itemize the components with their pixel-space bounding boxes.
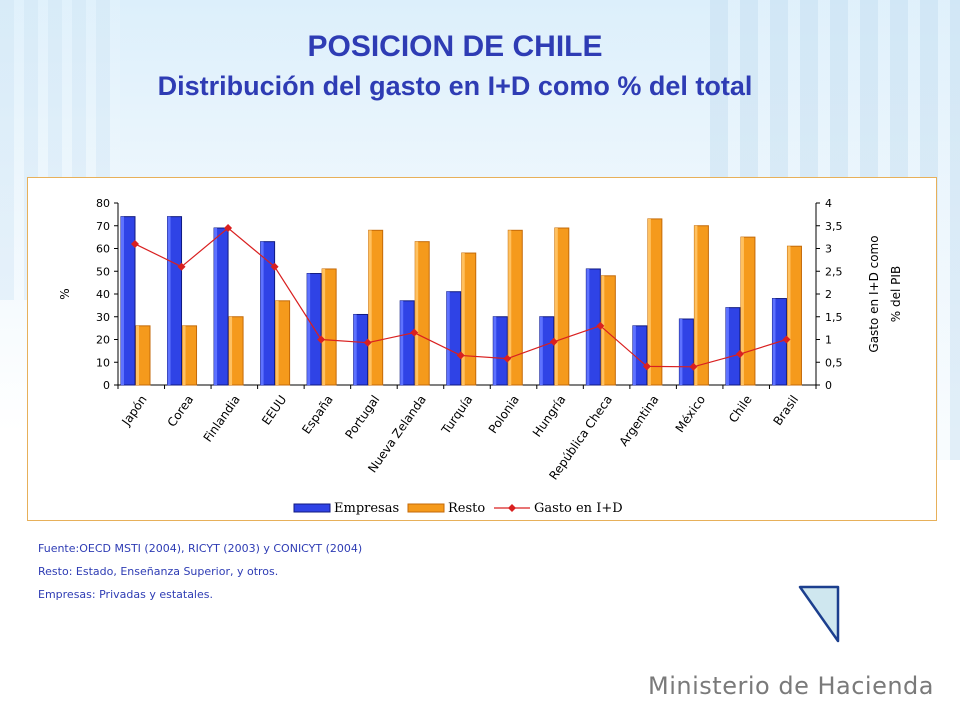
point-gasto — [642, 362, 651, 371]
legend-label-resto: Resto — [448, 501, 485, 516]
y-axis-label-right-line1: Gasto en I+D como — [867, 235, 881, 352]
legend-swatch-empresas — [293, 503, 331, 513]
point-gasto — [735, 350, 744, 359]
point-gasto — [224, 224, 233, 233]
y-tick-label-left: 60 — [96, 243, 110, 256]
x-tick-label: Japón — [118, 393, 149, 429]
y-tick-label-left: 40 — [96, 288, 110, 301]
ministry-brand: Ministerio de Hacienda — [648, 672, 934, 700]
y-tick-label-right: 3 — [825, 243, 832, 256]
bar-resto-highlight — [694, 225, 698, 385]
bar-empresas-highlight — [121, 216, 124, 385]
note-source: Fuente:OECD MSTI (2004), RICYT (2003) y … — [38, 542, 363, 555]
point-gasto — [503, 354, 512, 363]
y-tick-label-right: 1 — [825, 334, 832, 347]
bar-resto-highlight — [647, 218, 651, 385]
bar-resto-highlight — [229, 316, 233, 385]
x-tick-label: Turquía — [438, 393, 475, 438]
bar-resto-highlight — [322, 268, 326, 385]
y-tick-label-right: 3,5 — [825, 220, 843, 233]
point-gasto — [177, 262, 186, 271]
x-tick-label: Finlandia — [201, 393, 243, 445]
y-tick-label-right: 0 — [825, 379, 832, 392]
bar-empresas-highlight — [539, 316, 543, 385]
bar-empresas-highlight — [353, 314, 357, 385]
bar-resto-highlight — [415, 241, 419, 385]
x-tick-label: EEUU — [259, 393, 289, 428]
point-gasto — [131, 239, 139, 248]
y-tick-label-right: 4 — [825, 197, 832, 210]
legend-marker-gasto — [508, 504, 516, 512]
x-tick-label: Argentina — [617, 393, 662, 449]
bar-empresas-highlight — [214, 228, 218, 385]
bar-resto-highlight — [136, 325, 139, 385]
y-tick-label-right: 1,5 — [825, 311, 843, 324]
point-gasto — [410, 328, 419, 337]
point-gasto — [689, 362, 698, 371]
y-axis-label-right-line2: % del PIB — [889, 266, 903, 322]
point-gasto — [456, 351, 465, 360]
bar-empresas-highlight — [446, 291, 450, 385]
bar-empresas-highlight — [307, 273, 311, 385]
y-tick-label-left: 50 — [96, 265, 110, 278]
point-gasto — [270, 262, 279, 271]
point-gasto — [363, 338, 372, 347]
x-tick-label: Brasil — [771, 393, 802, 428]
bar-empresas-highlight — [167, 216, 171, 385]
chart-frame: 0 10 20 30 40 50 60 70 80 0 0,5 1 1,5 2 2,5 3 3,5 4% Gasto… — [27, 177, 937, 521]
x-tick-label: Corea — [165, 393, 197, 430]
point-gasto — [549, 337, 558, 346]
slide-subtitle: Distribución del gasto en I+D como % del… — [157, 71, 753, 101]
bar-empresas-highlight — [400, 300, 404, 385]
x-tick-label: Hungría — [530, 393, 569, 440]
bar-resto-highlight — [182, 325, 186, 385]
x-tick-label: Chile — [726, 393, 755, 426]
bar-resto-highlight — [461, 253, 465, 385]
y-tick-label-left: 70 — [96, 220, 110, 233]
point-gasto — [782, 335, 791, 344]
y-tick-label-left: 20 — [96, 334, 110, 347]
chart-svg: 0 10 20 30 40 50 60 70 80 0 0,5 1 1,5 2 2,5 3 3,5 4% Gasto… — [58, 197, 903, 516]
y-tick-label-right: 2 — [825, 288, 832, 301]
bar-resto-highlight — [601, 275, 605, 385]
y-tick-label-left: 10 — [96, 356, 110, 369]
bar-empresas-highlight — [772, 298, 776, 385]
bar-resto-highlight — [787, 246, 791, 385]
x-tick-label: Polonia — [486, 393, 522, 436]
slide-title: POSICION DE CHILE — [307, 30, 603, 63]
legend-label-empresas: Empresas — [334, 501, 399, 516]
y-tick-label-left: 80 — [96, 197, 110, 210]
note-empresas: Empresas: Privadas y estatales. — [38, 588, 213, 601]
y-tick-label-right: 0,5 — [825, 356, 843, 369]
bar-empresas-highlight — [725, 307, 729, 385]
y-tick-label-left: 0 — [103, 379, 110, 392]
bar-resto-highlight — [368, 230, 372, 385]
bar-empresas-highlight — [260, 241, 264, 385]
bar-resto-highlight — [508, 230, 512, 385]
y-tick-label-left: 30 — [96, 311, 110, 324]
bar-resto-highlight — [554, 228, 558, 385]
legend-label-gasto: Gasto en I+D — [534, 501, 623, 516]
x-tick-label: México — [673, 393, 709, 435]
bar-resto-highlight — [275, 300, 279, 385]
point-gasto — [596, 321, 605, 330]
source-notes: Fuente:OECD MSTI (2004), RICYT (2003) y … — [38, 541, 362, 610]
point-gasto — [317, 335, 326, 344]
bar-empresas-highlight — [586, 268, 590, 385]
bar-empresas-highlight — [679, 319, 683, 385]
note-resto: Resto: Estado, Enseñanza Superior, y otr… — [38, 565, 279, 578]
y-axis-label-left: % — [58, 288, 72, 299]
bar-resto-highlight — [740, 237, 744, 385]
triangle-next-icon[interactable] — [798, 585, 840, 643]
y-tick-label-right: 2,5 — [825, 265, 843, 278]
x-tick-label: Portugal — [342, 393, 382, 442]
bar-empresas-highlight — [493, 316, 497, 385]
x-tick-label: España — [299, 393, 336, 437]
legend-swatch-resto — [407, 503, 445, 513]
